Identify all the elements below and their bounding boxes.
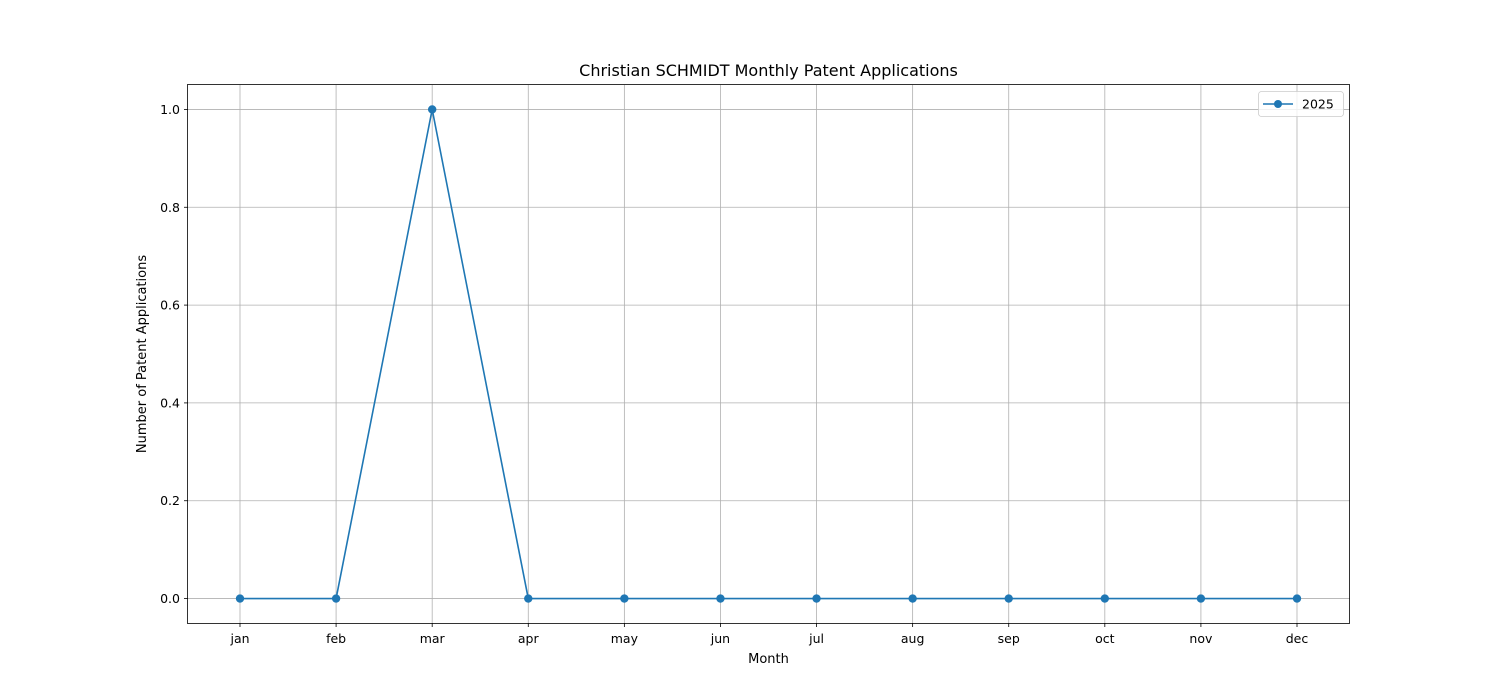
legend-point-marker (1274, 100, 1282, 108)
x-tick-label-may: may (611, 631, 639, 646)
x-tick-label-sep: sep (998, 631, 1020, 646)
x-tick-label-feb: feb (326, 631, 346, 646)
y-tick-label-1.0: 1.0 (160, 102, 180, 117)
data-point-feb (332, 594, 340, 602)
y-tick-label-0.8: 0.8 (160, 200, 180, 215)
data-point-jul (812, 594, 820, 602)
y-tick-label-0.2: 0.2 (160, 493, 180, 508)
x-tick-label-nov: nov (1189, 631, 1213, 646)
x-tick-label-oct: oct (1095, 631, 1115, 646)
x-axis-label: Month (748, 652, 789, 667)
data-point-jan (236, 594, 244, 602)
x-tick-label-mar: mar (420, 631, 446, 646)
x-tick-label-apr: apr (518, 631, 540, 646)
data-point-jun (716, 594, 724, 602)
y-tick-label-0.4: 0.4 (160, 395, 180, 410)
data-point-may (620, 594, 628, 602)
legend: 2025 (1259, 92, 1344, 117)
data-point-nov (1197, 594, 1205, 602)
legend-entry-2025: 2025 (1302, 97, 1334, 112)
x-tick-label-jan: jan (229, 631, 249, 646)
data-point-dec (1293, 594, 1301, 602)
chart-title: Christian SCHMIDT Monthly Patent Applica… (579, 61, 958, 80)
x-tick-label-dec: dec (1286, 631, 1309, 646)
x-tick-label-jun: jun (710, 631, 730, 646)
x-tick-label-jul: jul (808, 631, 824, 646)
data-point-apr (524, 594, 532, 602)
data-point-mar (428, 105, 436, 113)
data-point-aug (908, 594, 916, 602)
data-point-sep (1005, 594, 1013, 602)
y-tick-label-0.0: 0.0 (160, 591, 180, 606)
x-tick-label-aug: aug (901, 631, 925, 646)
y-axis-label: Number of Patent Applications (135, 255, 150, 453)
y-tick-label-0.6: 0.6 (160, 298, 180, 313)
data-point-oct (1101, 594, 1109, 602)
